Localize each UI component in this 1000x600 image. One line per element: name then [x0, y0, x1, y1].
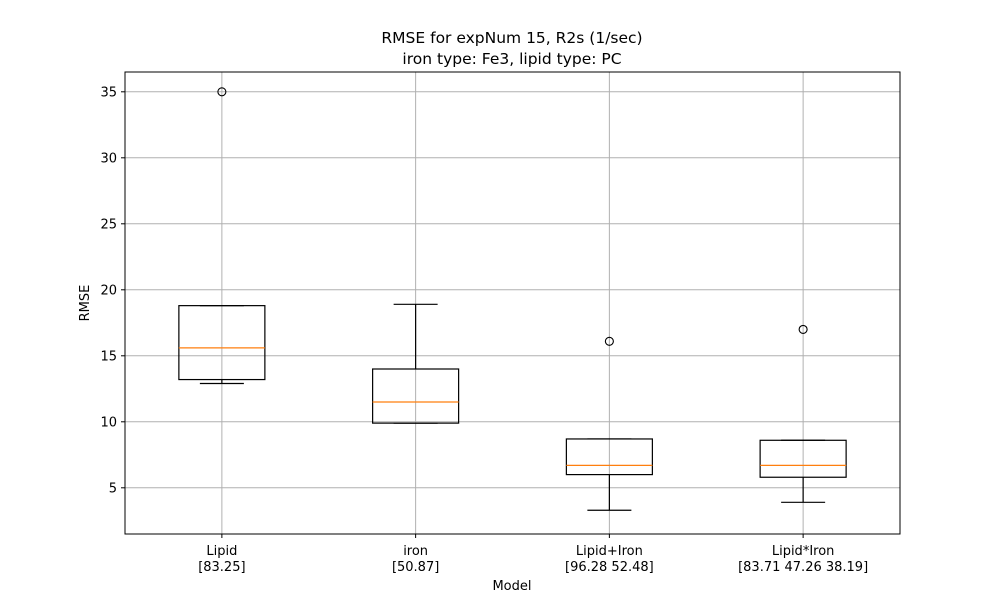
plot-frame — [124, 71, 901, 535]
y-axis-label: RMSE — [78, 285, 93, 322]
x-tick-label: Lipid*Iron — [772, 544, 835, 559]
box-layer — [178, 87, 847, 511]
x-tick-label: Lipid+Iron — [576, 544, 643, 559]
iqr-box — [372, 368, 460, 424]
iqr-box — [759, 439, 847, 478]
box-group-iron — [372, 303, 460, 424]
y-tick-label: 25 — [100, 217, 117, 232]
y-tick-label: 10 — [100, 415, 117, 430]
outlier-point — [604, 336, 614, 346]
outlier-point — [217, 87, 227, 97]
y-tick-label: 35 — [100, 85, 117, 100]
box-group-lipid — [178, 87, 266, 385]
y-tick-label: 20 — [100, 283, 117, 298]
iqr-box — [565, 438, 653, 476]
grid-layer — [125, 72, 900, 534]
chart-title-line-2: iron type: Fe3, lipid type: PC — [402, 50, 621, 68]
x-tick-sublabel: [83.25] — [198, 560, 245, 575]
y-tick-label: 5 — [109, 481, 117, 496]
x-tick-sublabel: [96.28 52.48] — [565, 560, 654, 575]
iqr-box — [178, 305, 266, 381]
chart-title-line-1: RMSE for expNum 15, R2s (1/sec) — [381, 29, 642, 47]
box-group-lipid+iron — [565, 336, 653, 511]
outlier-point — [798, 324, 808, 334]
box-group-lipid*iron — [759, 324, 847, 503]
y-tick-label: 15 — [100, 349, 117, 364]
x-tick-sublabel: [50.87] — [392, 560, 439, 575]
x-tick-label: iron — [403, 544, 428, 559]
x-axis-label: Model — [492, 579, 531, 594]
y-tick-label: 30 — [100, 151, 117, 166]
x-tick-sublabel: [83.71 47.26 38.19] — [738, 560, 868, 575]
x-tick-label: Lipid — [206, 544, 237, 559]
tick-layer: 5 10 15 20 25 30 35 Lipid[83.25] iron[50.87] Lipi… — [100, 85, 868, 575]
